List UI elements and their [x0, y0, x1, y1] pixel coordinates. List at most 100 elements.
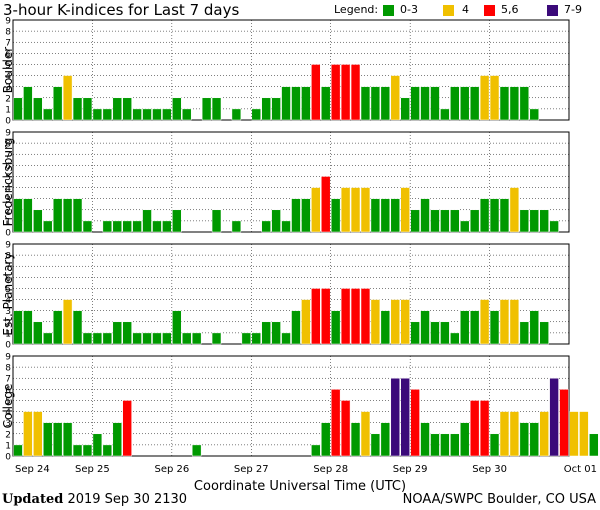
updated-label: Updated — [2, 492, 64, 507]
bar-college — [360, 411, 371, 457]
bar-fredericksburg — [291, 198, 301, 233]
y-tick-label: 8 — [5, 140, 11, 150]
legend-title: Legend: — [334, 3, 379, 16]
bar-fredericksburg — [321, 176, 331, 233]
bar-est-planetary — [33, 321, 43, 345]
legend-swatch-4 — [443, 5, 454, 16]
bar-boulder — [301, 86, 311, 121]
y-tick-label: 2 — [5, 318, 11, 328]
y-tick-label: 9 — [5, 241, 11, 251]
bar-boulder — [152, 108, 162, 121]
bar-college — [82, 444, 93, 457]
y-tick-label: 7 — [5, 375, 11, 385]
y-tick-label: 7 — [5, 151, 11, 161]
panel-label-fredericksburg: Fredericksburg — [1, 138, 15, 227]
bar-boulder — [370, 86, 381, 121]
bar-boulder — [72, 97, 83, 121]
bar-boulder — [281, 86, 291, 121]
bar-fredericksburg — [271, 209, 281, 233]
bar-fredericksburg — [380, 198, 391, 233]
bar-fredericksburg — [261, 220, 271, 233]
bar-boulder — [311, 64, 321, 121]
y-tick-label: 0 — [5, 117, 11, 127]
bar-fredericksburg — [450, 209, 460, 233]
bar-fredericksburg — [33, 209, 43, 233]
bar-est-planetary — [469, 310, 480, 345]
bar-boulder — [251, 108, 261, 121]
bar-college — [469, 400, 480, 457]
bar-college — [589, 433, 599, 457]
bar-est-planetary — [241, 332, 252, 345]
bar-fredericksburg — [479, 198, 490, 233]
bar-fredericksburg — [430, 209, 440, 233]
bar-est-planetary — [82, 332, 93, 345]
y-tick-label: 7 — [5, 39, 11, 49]
bar-est-planetary — [281, 332, 291, 345]
bar-college — [400, 377, 410, 457]
y-tick-label: 4 — [5, 296, 11, 306]
bar-boulder — [460, 86, 470, 121]
bar-fredericksburg — [469, 209, 480, 233]
y-tick-label: 0 — [5, 229, 11, 239]
bar-fredericksburg — [62, 198, 73, 233]
bar-college — [102, 444, 113, 457]
bar-fredericksburg — [400, 187, 410, 233]
y-tick-label: 2 — [5, 206, 11, 216]
y-tick-label: 0 — [5, 453, 11, 463]
bar-fredericksburg — [549, 220, 559, 233]
bar-est-planetary — [519, 321, 530, 345]
legend-label-7-9: 7-9 — [564, 3, 582, 16]
bar-est-planetary — [340, 288, 351, 345]
bar-est-planetary — [370, 299, 381, 345]
bar-fredericksburg — [162, 220, 172, 233]
y-tick-label: 5 — [5, 397, 11, 407]
legend-label-0-3: 0-3 — [400, 3, 418, 16]
x-tick-label: Sep 24 — [15, 464, 50, 475]
bar-est-planetary — [52, 310, 63, 345]
bar-fredericksburg — [13, 198, 23, 233]
bar-est-planetary — [191, 332, 202, 345]
source-credit: NOAA/SWPC Boulder, CO USA — [402, 492, 596, 507]
legend-label-5-6: 5,6 — [501, 3, 519, 16]
bar-boulder — [340, 64, 351, 121]
bar-college — [519, 422, 530, 457]
bar-boulder — [172, 97, 182, 121]
x-tick-label: Sep 25 — [75, 464, 110, 475]
y-tick-label: 5 — [5, 61, 11, 71]
bar-college — [191, 444, 202, 457]
bar-boulder — [420, 86, 430, 121]
bar-est-planetary — [211, 332, 222, 345]
y-tick-label: 9 — [5, 353, 11, 363]
bar-fredericksburg — [410, 209, 420, 233]
bar-boulder — [201, 97, 212, 121]
bar-est-planetary — [400, 299, 410, 345]
bar-boulder — [360, 86, 371, 121]
y-tick-label: 4 — [5, 72, 11, 82]
bar-fredericksburg — [122, 220, 132, 233]
bar-est-planetary — [43, 332, 53, 345]
bar-boulder — [440, 108, 450, 121]
bar-fredericksburg — [509, 187, 520, 233]
bar-boulder — [13, 97, 23, 121]
x-tick-label: Sep 30 — [472, 464, 507, 475]
y-tick-label: 1 — [5, 217, 11, 227]
bar-fredericksburg — [340, 187, 351, 233]
bar-college — [43, 422, 53, 457]
bar-est-planetary — [92, 332, 103, 345]
bar-boulder — [529, 108, 539, 121]
bar-college — [569, 411, 579, 457]
bar-est-planetary — [410, 321, 420, 345]
bar-est-planetary — [182, 332, 192, 345]
bar-boulder — [112, 97, 122, 121]
bar-fredericksburg — [43, 220, 53, 233]
bar-boulder — [132, 108, 142, 121]
bar-est-planetary — [172, 310, 182, 345]
x-tick-label: Sep 28 — [313, 464, 348, 475]
x-tick-label: Sep 29 — [393, 464, 428, 475]
bar-boulder — [469, 86, 480, 121]
bar-college — [13, 444, 23, 457]
bar-fredericksburg — [72, 198, 83, 233]
y-tick-label: 5 — [5, 285, 11, 295]
bar-est-planetary — [380, 310, 391, 345]
